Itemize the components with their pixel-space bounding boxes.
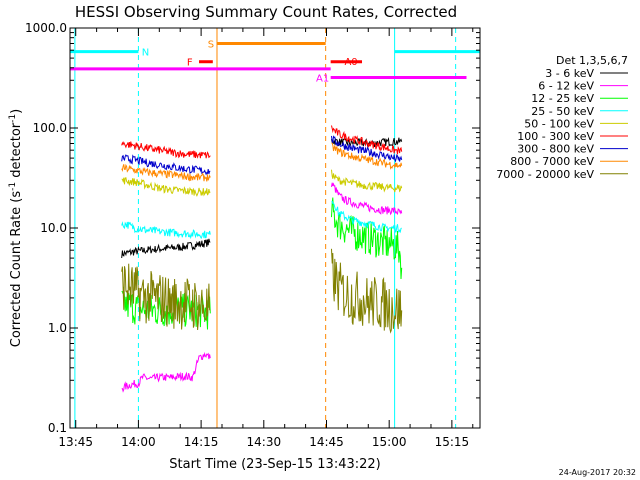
series-trace-3-1 bbox=[331, 200, 402, 234]
legend-label-3: 25 - 50 keV bbox=[531, 105, 594, 118]
status-label-1: S bbox=[208, 39, 214, 50]
x-tick-label-5: 15:00 bbox=[372, 435, 407, 449]
y-tick-label-2: 10.0 bbox=[40, 221, 67, 235]
status-label-5: A1 bbox=[316, 73, 329, 84]
y-axis-label-end: ) bbox=[9, 109, 24, 114]
chart-title: HESSI Observing Summary Count Rates, Cor… bbox=[75, 3, 457, 21]
legend-label-8: 7000 - 20000 keV bbox=[496, 168, 594, 181]
y-tick-label-0: 0.1 bbox=[48, 421, 67, 435]
status-label-2: F bbox=[187, 58, 193, 69]
legend-label-4: 50 - 100 keV bbox=[524, 117, 594, 130]
x-axis-label: Start Time (23-Sep-15 13:43:22) bbox=[169, 457, 380, 472]
status-label-0: N bbox=[142, 48, 149, 59]
series-trace-3-0 bbox=[121, 221, 211, 240]
x-tick-label-3: 14:30 bbox=[247, 435, 282, 449]
series-trace-1-0 bbox=[121, 351, 211, 393]
x-tick-label-6: 15:15 bbox=[435, 435, 470, 449]
series-trace-7-0 bbox=[121, 163, 211, 182]
x-tick-label-2: 14:15 bbox=[184, 435, 219, 449]
series-trace-5-0 bbox=[121, 141, 211, 159]
series-trace-1-1 bbox=[331, 182, 403, 216]
series-trace-5-1 bbox=[331, 125, 403, 155]
legend-label-6: 300 - 800 keV bbox=[517, 143, 594, 156]
series-trace-8-0 bbox=[121, 263, 211, 331]
y-tick-label-1: 1.0 bbox=[48, 321, 67, 335]
legend-title: Det 1,3,5,6,7 bbox=[556, 54, 628, 67]
series-trace-6-0 bbox=[121, 154, 211, 176]
x-tick-label-4: 14:45 bbox=[309, 435, 344, 449]
y-axis-label: Corrected Count Rate (s-1 detector-1) bbox=[8, 109, 24, 347]
legend-label-5: 100 - 300 keV bbox=[517, 130, 594, 143]
footer-timestamp: 24-Aug-2017 20:32 bbox=[559, 468, 636, 477]
y-tick-label-4: 1000.0 bbox=[25, 21, 67, 35]
x-tick-label-0: 13:45 bbox=[58, 435, 93, 449]
series-trace-4-0 bbox=[121, 177, 211, 197]
y-axis-label-mid: detector bbox=[9, 122, 24, 182]
y-axis-label-sup1: -1 bbox=[8, 182, 18, 191]
y-tick-label-3: 100.0 bbox=[33, 121, 67, 135]
series-trace-0-0 bbox=[121, 238, 211, 259]
series-trace-8-1 bbox=[331, 248, 403, 334]
plot-frame bbox=[69, 27, 481, 429]
series-trace-7-1 bbox=[331, 142, 403, 170]
legend-label-7: 800 - 7000 keV bbox=[510, 155, 594, 168]
status-label-3: A0 bbox=[344, 57, 357, 68]
legend-label-2: 12 - 25 keV bbox=[531, 92, 594, 105]
legend-label-1: 6 - 12 keV bbox=[538, 80, 594, 93]
y-axis-label-sup2: -1 bbox=[8, 114, 18, 123]
x-tick-label-1: 14:00 bbox=[121, 435, 156, 449]
series-trace-4-1 bbox=[331, 169, 403, 193]
legend-label-0: 3 - 6 keV bbox=[545, 67, 594, 80]
series-trace-6-1 bbox=[331, 135, 403, 163]
y-axis-label-main: Corrected Count Rate (s bbox=[9, 191, 24, 348]
